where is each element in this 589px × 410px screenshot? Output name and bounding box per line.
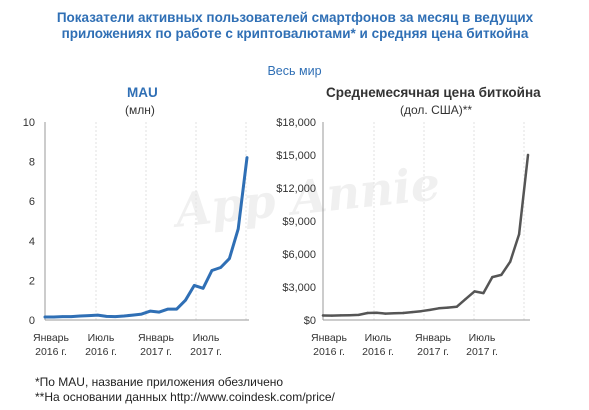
mau-data-point bbox=[219, 266, 222, 269]
price-data-point bbox=[509, 260, 512, 263]
mau-data-point bbox=[87, 314, 91, 317]
mau-data-point bbox=[245, 156, 249, 159]
mau-series-line bbox=[43, 156, 249, 319]
mau-data-point bbox=[184, 299, 187, 302]
mau-data-point bbox=[140, 312, 143, 316]
price-y-tick-label: $9,000 bbox=[282, 216, 316, 228]
mau-data-point bbox=[52, 315, 55, 319]
price-data-point bbox=[366, 311, 369, 315]
mau-data-point bbox=[158, 310, 161, 314]
mau-y-tick-label: 0 bbox=[29, 315, 35, 327]
mau-chart-title: MAU bbox=[127, 85, 158, 100]
mau-data-point bbox=[96, 313, 99, 317]
mau-data-point bbox=[43, 315, 47, 319]
price-x-tick-month: Январь bbox=[311, 332, 348, 344]
mau-data-point bbox=[131, 313, 134, 317]
price-data-point bbox=[455, 305, 458, 308]
price-data-point bbox=[464, 297, 467, 301]
price-data-point bbox=[339, 314, 342, 317]
mau-x-tick-month: Январь bbox=[138, 332, 175, 344]
mau-data-point bbox=[210, 269, 214, 272]
price-data-point bbox=[517, 233, 521, 236]
price-x-tick-year: 2017 г. bbox=[417, 346, 449, 358]
price-data-point bbox=[393, 312, 396, 315]
mau-data-point bbox=[149, 309, 152, 313]
mau-y-tick-label: 6 bbox=[29, 196, 35, 208]
price-data-point bbox=[375, 311, 378, 314]
price-data-point bbox=[482, 291, 485, 295]
price-x-tick-month: Июль bbox=[469, 332, 496, 344]
mau-data-point bbox=[175, 307, 178, 311]
mau-x-tick-month: Июль bbox=[88, 332, 115, 344]
price-x-tick-year: 2016 г. bbox=[313, 346, 345, 358]
mau-x-tick-year: 2016 г. bbox=[35, 346, 67, 358]
price-x-tick-month: Январь bbox=[415, 332, 452, 344]
price-y-tick-label: $0 bbox=[304, 315, 316, 327]
mau-x-tick-month: Январь bbox=[33, 332, 70, 344]
mau-y-tick-label: 8 bbox=[29, 157, 35, 169]
price-data-point bbox=[473, 290, 476, 293]
mau-data-point bbox=[193, 284, 196, 287]
page-title: Показатели активных пользователей смартф… bbox=[56, 10, 534, 41]
mau-data-point bbox=[61, 315, 64, 318]
mau-x-tick-month: Июль bbox=[193, 332, 220, 344]
price-data-point bbox=[402, 311, 405, 315]
price-data-point bbox=[491, 275, 494, 279]
mau-y-tick-label: 4 bbox=[29, 236, 35, 248]
price-data-point bbox=[348, 314, 351, 317]
price-data-point bbox=[410, 310, 414, 314]
price-data-point bbox=[357, 313, 360, 317]
price-data-point bbox=[419, 310, 423, 313]
mau-data-point bbox=[105, 315, 108, 318]
footnote-1: *По MAU, название приложения обезличено bbox=[35, 375, 284, 389]
mau-data-point bbox=[201, 287, 205, 290]
mau-data-point bbox=[228, 257, 231, 260]
price-y-tick-label: $15,000 bbox=[276, 150, 316, 162]
price-x-tick-year: 2017 г. bbox=[466, 346, 498, 358]
price-y-tick-label: $12,000 bbox=[276, 183, 316, 195]
price-y-tick-label: $3,000 bbox=[282, 282, 316, 294]
price-chart-title: Среднемесячная цена биткойна bbox=[326, 85, 541, 100]
mau-y-tick-label: 10 bbox=[23, 117, 35, 129]
mau-data-point bbox=[78, 314, 82, 318]
price-data-point bbox=[384, 312, 387, 315]
price-series-line bbox=[321, 153, 530, 317]
price-data-point bbox=[428, 308, 432, 312]
price-data-point bbox=[500, 273, 503, 277]
price-data-point bbox=[446, 306, 449, 309]
price-chart-unit: (дол. США)** bbox=[400, 103, 473, 117]
mau-data-point bbox=[237, 227, 240, 231]
mau-data-point bbox=[166, 307, 170, 311]
price-data-point bbox=[526, 153, 530, 157]
mau-x-tick-year: 2016 г. bbox=[85, 346, 117, 358]
price-y-tick-label: $18,000 bbox=[276, 117, 316, 129]
price-data-point bbox=[321, 314, 325, 317]
mau-data-point bbox=[122, 314, 126, 318]
mau-x-tick-year: 2017 г. bbox=[140, 346, 172, 358]
price-y-tick-label: $6,000 bbox=[282, 249, 316, 261]
price-data-point bbox=[330, 314, 334, 317]
mau-data-point bbox=[70, 315, 73, 318]
price-x-tick-month: Июль bbox=[365, 332, 392, 344]
mau-x-tick-year: 2017 г. bbox=[190, 346, 222, 358]
footnote-2: **На основании данных http://www.coindes… bbox=[35, 390, 335, 404]
page-subtitle: Весь мир bbox=[267, 64, 322, 78]
price-data-point bbox=[437, 307, 441, 310]
mau-chart-unit: (млн) bbox=[125, 103, 155, 117]
price-x-tick-year: 2016 г. bbox=[362, 346, 394, 358]
mau-data-point bbox=[114, 315, 117, 318]
mau-y-tick-label: 2 bbox=[29, 275, 35, 287]
